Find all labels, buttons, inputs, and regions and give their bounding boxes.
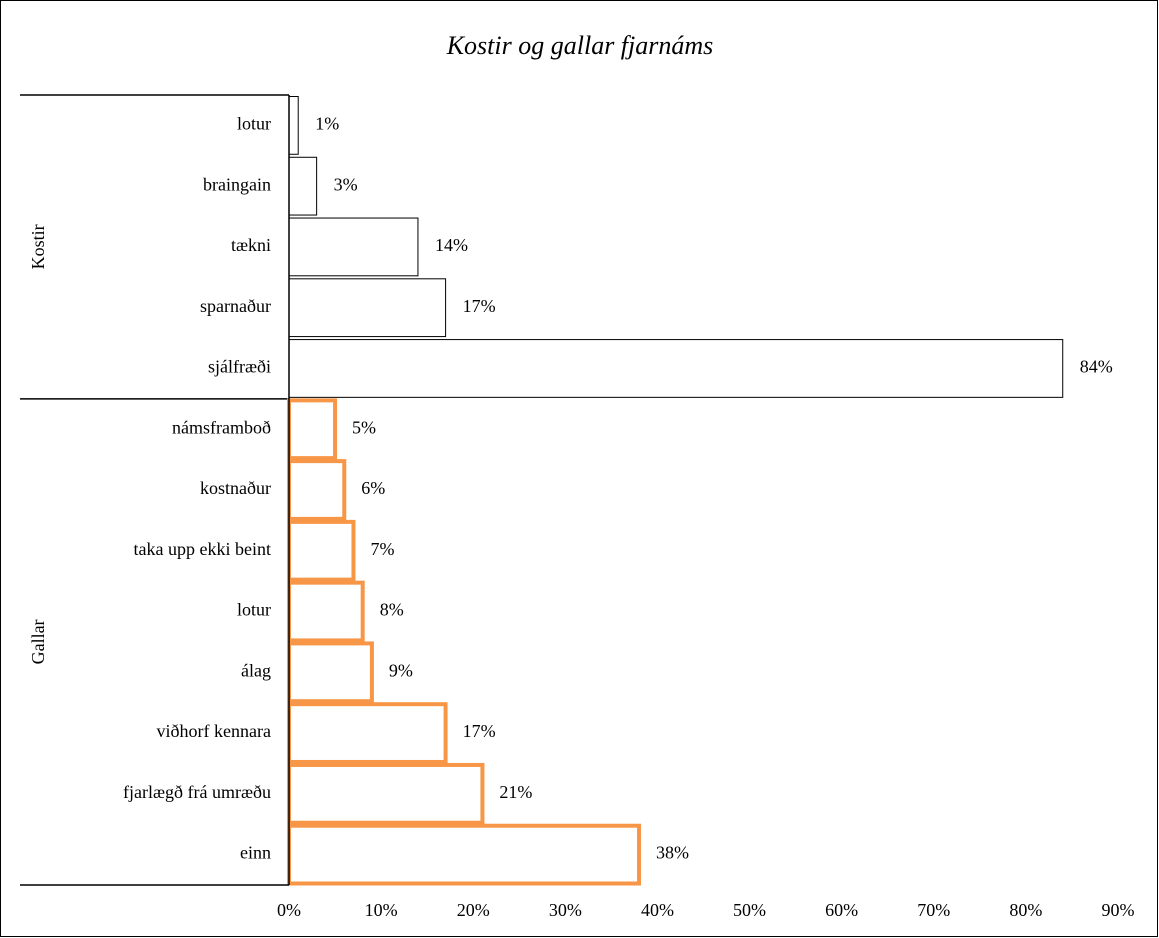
y-tick-label: einn bbox=[240, 843, 271, 863]
data-label: 6% bbox=[361, 478, 385, 498]
group-label: Kostir bbox=[28, 224, 48, 269]
bar bbox=[287, 519, 356, 582]
data-label: 84% bbox=[1080, 357, 1113, 377]
y-tick-label: sjálfræði bbox=[208, 357, 271, 377]
data-label: 9% bbox=[389, 660, 413, 680]
x-tick-label: 30% bbox=[549, 900, 582, 920]
bar bbox=[288, 217, 419, 277]
x-tick-label: 80% bbox=[1009, 900, 1042, 920]
bar bbox=[287, 702, 448, 764]
y-tick-label: sparnaður bbox=[200, 296, 271, 316]
group-label: Gallar bbox=[28, 619, 48, 664]
y-tick-label: kostnaður bbox=[200, 478, 271, 498]
y-tick-label: taka upp ekki beint bbox=[134, 539, 271, 559]
bar bbox=[288, 339, 1064, 398]
data-label: 14% bbox=[435, 235, 468, 255]
bar bbox=[287, 641, 374, 704]
bar bbox=[288, 96, 299, 155]
y-tick-label: lotur bbox=[237, 114, 271, 134]
y-tick-label: námsframboð bbox=[172, 417, 271, 437]
x-tick-label: 50% bbox=[733, 900, 766, 920]
y-tick-label: álag bbox=[241, 660, 271, 680]
data-label: 38% bbox=[656, 843, 689, 863]
y-tick-label: braingain bbox=[203, 174, 271, 194]
data-label: 8% bbox=[380, 600, 404, 620]
y-tick-label: tækni bbox=[231, 235, 271, 255]
data-label: 7% bbox=[370, 539, 394, 559]
bar bbox=[287, 823, 642, 886]
x-tick-label: 70% bbox=[917, 900, 950, 920]
data-label: 5% bbox=[352, 417, 376, 437]
data-label: 1% bbox=[315, 114, 339, 134]
chart-title: Kostir og gallar fjarnáms bbox=[446, 31, 714, 60]
x-tick-label: 20% bbox=[457, 900, 490, 920]
y-tick-label: lotur bbox=[237, 600, 271, 620]
bar bbox=[288, 278, 447, 338]
bar bbox=[287, 398, 338, 461]
bar bbox=[288, 156, 318, 216]
x-tick-label: 10% bbox=[365, 900, 398, 920]
y-tick-label: fjarlægð frá umræðu bbox=[123, 782, 271, 802]
x-tick-label: 40% bbox=[641, 900, 674, 920]
x-tick-label: 60% bbox=[825, 900, 858, 920]
data-label: 17% bbox=[463, 296, 496, 316]
x-tick-label: 0% bbox=[277, 900, 301, 920]
y-tick-label: viðhorf kennara bbox=[157, 721, 271, 741]
data-label: 17% bbox=[463, 721, 496, 741]
data-label: 21% bbox=[499, 782, 532, 802]
data-label: 3% bbox=[334, 174, 358, 194]
bar bbox=[287, 459, 347, 521]
bar bbox=[287, 762, 485, 825]
x-tick-label: 90% bbox=[1102, 900, 1135, 920]
bar bbox=[287, 580, 365, 643]
